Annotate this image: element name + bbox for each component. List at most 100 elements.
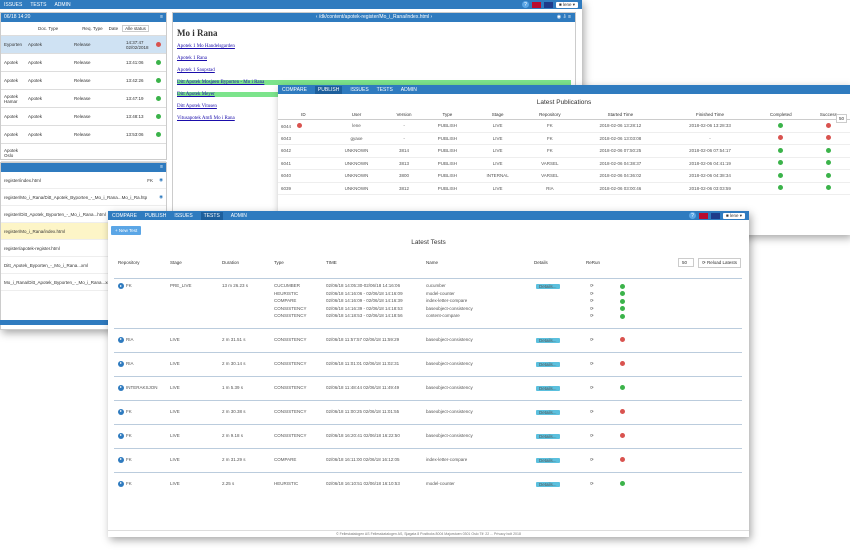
page-size-input[interactable]: 50	[678, 258, 694, 267]
publication-row[interactable]: 6041 UNKNOWN 3813 PUBLISH LIVE VARSEL 2018-02-…	[278, 157, 850, 170]
run-icon[interactable]	[118, 456, 124, 463]
pub-user: gyaxe	[328, 132, 385, 145]
request-row[interactable]: Apotek Apotek Release 13:53:06	[1, 126, 166, 144]
details-button[interactable]: Details...	[536, 481, 560, 487]
file-row[interactable]: register/index.html FK ◉	[1, 172, 166, 189]
publication-row[interactable]: 6044 lene - PUBLISH LIVE FK 2018-02-06 13:28:1…	[278, 119, 850, 133]
publication-row[interactable]: 6042 UNKNOWN 3814 PUBLISH LIVE FK 2018-02-06 0…	[278, 144, 850, 158]
help-icon[interactable]: ?	[522, 1, 529, 8]
run-icon[interactable]	[118, 408, 124, 415]
user-menu-button[interactable]: ■ lene ▾	[556, 1, 578, 8]
request-row[interactable]: Apotek Oslo	[1, 144, 166, 162]
flag-uk-icon[interactable]	[711, 212, 720, 219]
run-icon[interactable]	[118, 480, 124, 487]
flag-no-icon[interactable]	[532, 1, 541, 8]
menu-icon[interactable]: ≡	[160, 14, 163, 20]
reload-latests-button[interactable]: ⟳ Reload Latests	[698, 258, 742, 268]
req-type-filter[interactable]: Req. Type	[82, 26, 103, 31]
request-row[interactable]: Eyporten Apotek Release 14:37:47 02/02/2018	[1, 36, 166, 54]
nav-admin[interactable]: ADMIN	[230, 212, 247, 219]
publication-row[interactable]: 6040 UNKNOWN 3800 PUBLISH INTERNAL VARSEL 2018…	[278, 169, 850, 183]
nav-tests[interactable]: TESTS	[200, 211, 223, 220]
rerun-icon[interactable]: ⟳	[590, 480, 594, 486]
run-icon[interactable]	[118, 360, 124, 367]
test-repository[interactable]: FK	[118, 432, 132, 439]
menu-icon[interactable]: ≡	[160, 164, 163, 170]
doc-link-changed[interactable]: Ditt Apotek Mosjøen Byporten - Mo i Rana	[177, 80, 571, 85]
nav-tests[interactable]: TESTS	[376, 86, 393, 93]
details-button[interactable]: Details...	[536, 385, 560, 391]
rerun-icon[interactable]: ⟳	[590, 432, 594, 438]
details-button[interactable]: Details...	[536, 284, 560, 289]
test-repository[interactable]: FK	[118, 480, 132, 487]
nav-tests[interactable]: TESTS	[30, 1, 47, 8]
rerun-icon[interactable]: ⟳	[590, 360, 594, 366]
rerun-icon[interactable]: ⟳	[590, 384, 594, 390]
doc-link[interactable]: Vitusapotek Amfi Mo i Rana	[177, 116, 235, 121]
rerun-icon[interactable]: ⟳	[590, 336, 594, 342]
doc-link[interactable]: Apotek 1 Mo Handelsgarden	[177, 44, 235, 49]
flag-uk-icon[interactable]	[544, 1, 553, 8]
nav-publish[interactable]: PUBLISH	[144, 212, 167, 219]
date-filter[interactable]: Date	[108, 26, 119, 31]
preview-actions[interactable]: ◉ ⇩ ≡	[556, 14, 571, 20]
details-button[interactable]: Details...	[536, 457, 560, 463]
request-row[interactable]: Apotek Hamar Apotek Release 13:47:19	[1, 90, 166, 108]
details-button[interactable]: Details...	[536, 361, 560, 367]
rerun-icon[interactable]: ⟳	[590, 290, 594, 296]
run-icon[interactable]	[118, 283, 124, 289]
test-name: cucumber	[426, 283, 446, 288]
help-icon[interactable]: ?	[689, 212, 696, 219]
details-button[interactable]: Details...	[536, 337, 560, 343]
rerun-icon[interactable]: ⟳	[590, 313, 594, 318]
details-button[interactable]: Details...	[536, 433, 560, 439]
test-repository[interactable]: RIA	[118, 336, 134, 343]
request-row[interactable]: Apotek Apotek Release 13:48:13	[1, 108, 166, 126]
new-test-button[interactable]: + New Test	[111, 226, 142, 235]
nav-right: ? ■ lene ▾	[689, 212, 745, 219]
publication-row[interactable]: 6039 UNKNOWN 3812 PUBLISH LIVE RIA 2018-02-06 …	[278, 182, 850, 195]
status-dot	[620, 337, 625, 342]
nav-admin[interactable]: ADMIN	[400, 86, 417, 93]
rerun-icon[interactable]: ⟳	[590, 283, 594, 288]
details-button[interactable]: Details...	[536, 409, 560, 415]
doc-link[interactable]: Ditt Apotek Vitusen	[177, 104, 217, 109]
request-row[interactable]: Apotek Apotek Release 13:41:06	[1, 54, 166, 72]
doc-link[interactable]: Apotek 1 Rana	[177, 56, 207, 61]
run-icon[interactable]	[118, 432, 124, 439]
request-row[interactable]: Apotek Apotek Release 13:42:26	[1, 72, 166, 90]
test-duration: 2.25 s	[222, 480, 235, 486]
nav-compare[interactable]: COMPARE	[282, 86, 307, 93]
nav-issues[interactable]: ISSUES	[174, 212, 193, 219]
flag-no-icon[interactable]	[699, 212, 708, 219]
nav-issues[interactable]: ISSUES	[4, 1, 23, 8]
test-repository[interactable]: RIA	[118, 360, 134, 367]
rerun-icon[interactable]: ⟳	[590, 298, 594, 303]
test-repository[interactable]: FK	[118, 456, 132, 463]
test-repository[interactable]: FK	[118, 283, 132, 289]
rerun-icon[interactable]: ⟳	[590, 408, 594, 414]
test-repository[interactable]: INTERAKSJON	[118, 384, 158, 391]
rerun-icon[interactable]: ⟳	[590, 305, 594, 311]
nav-issues[interactable]: ISSUES	[350, 86, 369, 93]
run-icon[interactable]	[118, 384, 124, 391]
nav-compare[interactable]: COMPARE	[112, 212, 137, 219]
file-row[interactable]: register/Mo_i_Rana/Ditt_Apotek_Byporten_…	[1, 189, 166, 206]
doc-type-filter[interactable]: Doc. Type	[38, 26, 59, 31]
page-size-input[interactable]: 50	[835, 114, 847, 123]
user-menu-button[interactable]: ■ lene ▾	[723, 212, 745, 219]
eye-icon[interactable]: ◉	[159, 194, 163, 199]
nav-admin[interactable]: ADMIN	[54, 1, 71, 8]
pub-finished: 2018-02-06 03:03:59	[665, 182, 755, 195]
pub-finished: 2018-02-06 04:38:34	[665, 169, 755, 183]
eye-icon[interactable]: ◉	[159, 177, 163, 182]
status-select[interactable]: Alle status	[122, 25, 149, 32]
check-icon	[620, 481, 625, 487]
test-repository[interactable]: FK	[118, 408, 132, 415]
doc-title: Mo i Rana	[177, 28, 218, 38]
publication-row[interactable]: 6043 gyaxe - PUBLISH LIVE FK 2018-02-06 13:03:…	[278, 132, 850, 145]
rerun-icon[interactable]: ⟳	[590, 456, 594, 462]
run-icon[interactable]	[118, 336, 124, 343]
nav-publish[interactable]: PUBLISH	[314, 85, 343, 94]
doc-link[interactable]: Apotek 1 Saupstad	[177, 68, 215, 73]
